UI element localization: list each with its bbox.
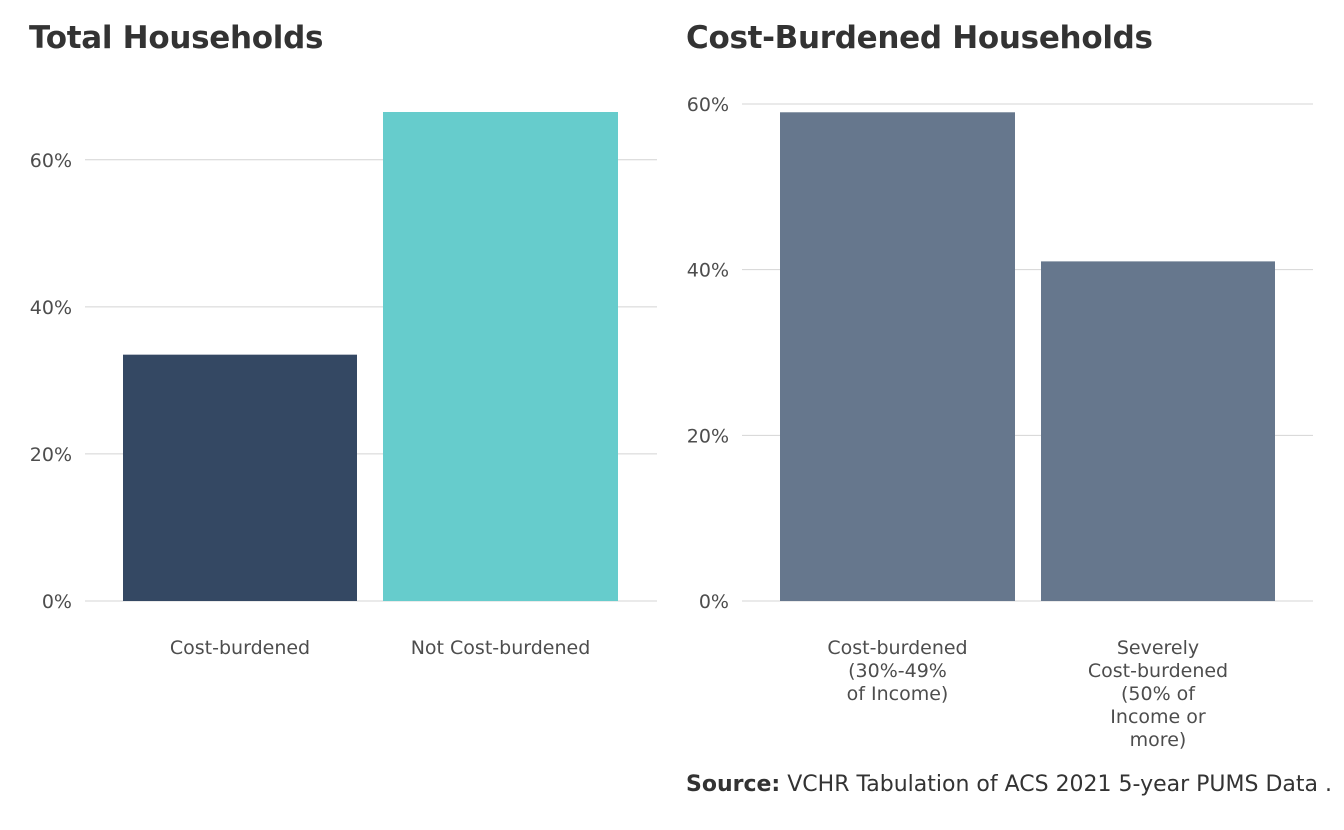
x-category-label: Severely Cost-burdened (50% of Income or mor… <box>1088 637 1228 751</box>
y-tick-label: 0% <box>42 591 72 613</box>
bar <box>1041 261 1275 601</box>
chart-title: Cost-Burdened Households <box>686 20 1153 56</box>
x-category-label: Not Cost-burdened <box>411 637 591 659</box>
bar <box>780 112 1015 602</box>
y-tick-label: 60% <box>30 150 72 172</box>
total-households-chart: 0% 20% 40% 60% Cost-burdened Not Cost-burdene… <box>30 112 657 659</box>
y-tick-label: 40% <box>30 297 72 319</box>
source-note: Source: VCHR Tabulation of ACS 2021 5-ye… <box>686 772 1332 797</box>
chart-title: Total Households <box>29 20 324 56</box>
x-category-label-line: Income or <box>1110 706 1206 728</box>
source-text: VCHR Tabulation of ACS 2021 5-year PUMS … <box>787 772 1332 797</box>
bar <box>123 354 357 601</box>
x-category-label-line: (50% of <box>1121 683 1196 705</box>
x-category-label-line: (30%-49% <box>848 660 947 682</box>
x-category-label: Cost-burdened <box>170 637 310 659</box>
cost-burdened-chart: 0%20%40%60%Cost-burdened (30%-49% of Incom… <box>687 94 1313 751</box>
cost-burdened-panel: Cost-Burdened Households 0% 20% 40% 60% Cost… <box>672 0 1344 760</box>
source-label: Source: <box>686 772 781 797</box>
x-category-label-line: more) <box>1130 729 1187 751</box>
x-category-label-line: of Income) <box>847 683 949 705</box>
x-category-label-line: Cost-burdened <box>827 637 967 659</box>
y-tick-label: 20% <box>687 425 729 447</box>
y-tick-label: 0% <box>699 591 729 613</box>
x-category-label: Cost-burdened (30%-49% of Income) <box>827 637 967 705</box>
x-category-label-line: Severely <box>1117 637 1199 659</box>
x-category-label-line: Cost-burdened <box>1088 660 1228 682</box>
y-tick-label: 20% <box>30 444 72 466</box>
y-tick-label: 40% <box>687 260 729 282</box>
x-category-label-line: Not Cost-burdened <box>411 637 591 659</box>
x-category-label-line: Cost-burdened <box>170 637 310 659</box>
bar <box>383 112 618 601</box>
y-tick-label: 60% <box>687 94 729 116</box>
total-households-panel: Total Households 0% 20% 40% 60% Cost-burdene… <box>0 0 672 760</box>
